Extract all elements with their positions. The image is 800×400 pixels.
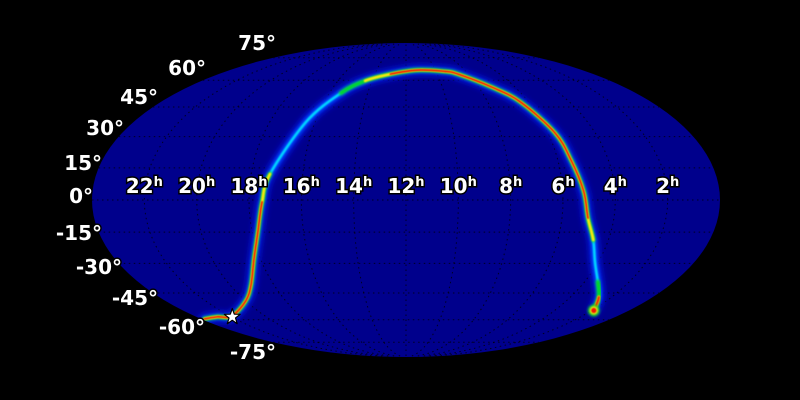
localization-ring: [198, 63, 606, 325]
ra-tick-label: 4h: [604, 174, 627, 198]
ra-tick-superscript: h: [258, 175, 267, 190]
meridian-line: [429, 43, 616, 357]
ra-tick-superscript: h: [513, 175, 522, 190]
dec-tick-label: 45°: [120, 85, 158, 109]
dec-tick-label: 15°: [64, 151, 102, 175]
ring-layer: [389, 69, 589, 219]
meridian-line: [248, 43, 389, 357]
star-marker-group: [223, 307, 241, 325]
dec-tick-label: -45°: [112, 286, 158, 310]
meridian-line: [435, 43, 669, 357]
dec-tick-label: -60°: [159, 315, 205, 339]
dec-tick-label: -75°: [230, 340, 276, 364]
ra-tick-superscript: h: [670, 175, 679, 190]
ra-tick-superscript: h: [415, 175, 424, 190]
dec-tick-label: 30°: [86, 116, 124, 140]
ra-tick-label: 8h: [499, 174, 522, 198]
ring-end-hotspot: [591, 307, 597, 314]
ra-tick-label: 14h: [335, 174, 372, 198]
dec-tick-label: 60°: [168, 56, 206, 80]
ra-tick-superscript: h: [565, 175, 574, 190]
ra-tick-superscript: h: [206, 175, 215, 190]
ra-tick-label: 10h: [440, 174, 477, 198]
ra-tick-superscript: h: [468, 175, 477, 190]
ra-tick-superscript: h: [363, 175, 372, 190]
dec-tick-label: 0°: [69, 184, 93, 208]
meridian-line: [300, 43, 395, 357]
ra-tick-superscript: h: [618, 175, 627, 190]
ra-tick-superscript: h: [311, 175, 320, 190]
dec-tick-label: 75°: [238, 31, 276, 55]
ring-layer: [203, 201, 263, 320]
ra-tick-superscript: h: [154, 175, 163, 190]
meridian-line: [196, 43, 383, 357]
star-icon: [223, 307, 241, 325]
dec-tick-label: -15°: [56, 221, 102, 245]
dec-axis-labels: 75° 60° 45° 30° 15° 0° -15° -30° -45°-60° -75°: [54, 30, 277, 366]
dec-tick-label: -30°: [76, 255, 122, 279]
meridian-line: [423, 43, 564, 357]
ra-tick-label: 22h: [126, 174, 163, 198]
